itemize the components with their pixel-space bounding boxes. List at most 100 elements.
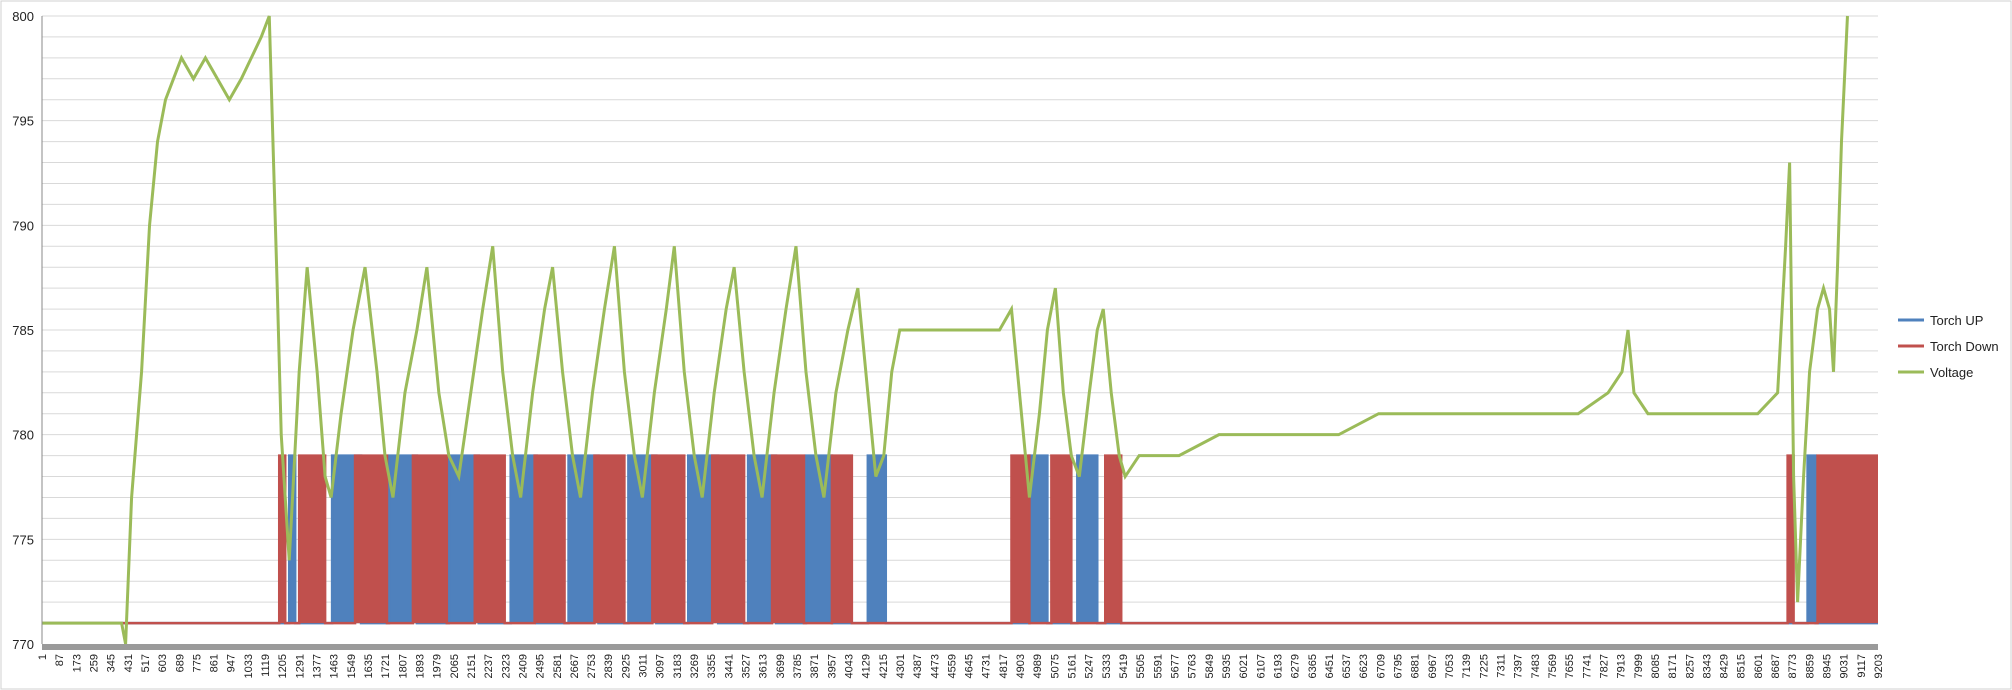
x-tick-label: 5935	[1221, 654, 1233, 678]
x-tick-label: 8945	[1822, 654, 1834, 678]
x-tick-label: 1721	[380, 654, 392, 678]
legend: Torch UP Torch Down Voltage	[1898, 313, 1999, 380]
x-tick-label: 4473	[929, 654, 941, 678]
x-tick-label: 2237	[483, 654, 495, 678]
x-tick-label: 2925	[620, 654, 632, 678]
x-tick-label: 5849	[1204, 654, 1216, 678]
x-tick-label: 7741	[1581, 654, 1593, 678]
x-tick-label: 3097	[655, 654, 667, 678]
x-tick-label: 8515	[1736, 654, 1748, 678]
y-tick-label: 790	[12, 218, 34, 233]
x-tick-label: 2495	[535, 654, 547, 678]
x-tick-label: 4731	[981, 654, 993, 678]
x-tick-label: 3699	[775, 654, 787, 678]
x-tick-label: 7913	[1616, 654, 1628, 678]
series-torch-down-line	[42, 454, 1878, 625]
x-tick-label: 1549	[346, 654, 358, 678]
y-tick-label: 785	[12, 323, 34, 338]
x-tick-label: 6967	[1427, 654, 1439, 678]
x-tick-label: 5333	[1101, 654, 1113, 678]
x-tick-label: 4989	[1032, 654, 1044, 678]
x-tick-label: 6107	[1255, 654, 1267, 678]
x-tick-label: 7655	[1564, 654, 1576, 678]
x-tick-label: 7053	[1444, 654, 1456, 678]
x-tick-label: 7569	[1547, 654, 1559, 678]
legend-label-torch-down: Torch Down	[1930, 339, 1999, 354]
x-tick-label: 8859	[1804, 654, 1816, 678]
x-tick-label: 431	[123, 654, 135, 672]
x-tick-label: 9117	[1856, 654, 1868, 678]
x-tick-label: 3183	[672, 654, 684, 678]
x-tick-label: 7139	[1461, 654, 1473, 678]
x-tick-label: 4215	[878, 654, 890, 678]
x-tick-label: 4043	[843, 654, 855, 678]
x-tick-label: 6451	[1324, 654, 1336, 678]
x-tick-label: 1291	[294, 654, 306, 678]
x-tick-label: 4301	[895, 654, 907, 678]
x-tick-label: 8257	[1684, 654, 1696, 678]
x-tick-label: 3871	[809, 654, 821, 678]
x-tick-label: 8687	[1770, 654, 1782, 678]
x-tick-label: 3011	[638, 654, 650, 678]
y-tick-label: 770	[12, 637, 34, 652]
x-tick-label: 7311	[1496, 654, 1508, 678]
x-tick-labels: 1 87 173 259 345 431 517 603 689 775 861 947 1033 111…	[37, 654, 1885, 678]
x-tick-label: 87	[54, 654, 66, 666]
x-tick-label: 4129	[861, 654, 873, 678]
x-tick-label: 3613	[758, 654, 770, 678]
x-tick-label: 1205	[277, 654, 289, 678]
x-tick-label: 7225	[1478, 654, 1490, 678]
axes	[41, 16, 1878, 650]
x-tick-label: 2667	[569, 654, 581, 678]
x-tick-label: 1377	[312, 654, 324, 678]
x-tick-label: 8343	[1701, 654, 1713, 678]
x-tick-label: 5247	[1084, 654, 1096, 678]
x-tick-label: 6365	[1307, 654, 1319, 678]
x-tick-label: 7999	[1633, 654, 1645, 678]
x-tick-label: 1807	[397, 654, 409, 678]
x-tick-label: 2323	[500, 654, 512, 678]
x-tick-label: 7827	[1598, 654, 1610, 678]
x-tick-label: 517	[140, 654, 152, 672]
x-tick-label: 345	[106, 654, 118, 672]
y-tick-label: 775	[12, 532, 34, 547]
x-tick-label: 3527	[741, 654, 753, 678]
x-tick-label: 861	[209, 654, 221, 672]
x-axis	[42, 644, 1878, 650]
series-voltage-line	[42, 15, 1849, 645]
x-tick-label: 6021	[1238, 654, 1250, 678]
x-tick-label: 2151	[466, 654, 478, 678]
x-tick-label: 9203	[1873, 654, 1885, 678]
x-tick-label: 1119	[260, 654, 272, 677]
y-tick-labels: 770 775 780 785 790 795 800	[12, 9, 34, 652]
x-tick-label: 1635	[363, 654, 375, 678]
x-tick-label: 6279	[1290, 654, 1302, 678]
series-layer	[42, 15, 1878, 645]
x-tick-label: 8601	[1753, 654, 1765, 678]
x-tick-label: 3269	[689, 654, 701, 678]
x-tick-label: 259	[88, 654, 100, 672]
x-tick-label: 5677	[1169, 654, 1181, 678]
legend-label-torch-up: Torch UP	[1930, 313, 1983, 328]
x-tick-label: 9031	[1839, 654, 1851, 678]
x-tick-label: 6881	[1410, 654, 1422, 678]
x-tick-label: 173	[71, 654, 83, 672]
x-tick-label: 8085	[1650, 654, 1662, 678]
x-tick-label: 4817	[998, 654, 1010, 678]
x-tick-label: 5161	[1067, 654, 1079, 678]
x-tick-label: 6795	[1393, 654, 1405, 678]
x-tick-label: 6709	[1375, 654, 1387, 678]
x-tick-label: 7483	[1530, 654, 1542, 678]
x-tick-label: 5419	[1118, 654, 1130, 678]
x-tick-label: 6193	[1272, 654, 1284, 678]
x-tick-label: 8773	[1787, 654, 1799, 678]
x-tick-label: 8171	[1667, 654, 1679, 678]
y-tick-label: 780	[12, 428, 34, 443]
x-tick-label: 5763	[1187, 654, 1199, 678]
x-tick-label: 1979	[432, 654, 444, 678]
x-tick-label: 6623	[1358, 654, 1370, 678]
x-tick-label: 603	[157, 654, 169, 672]
x-tick-label: 6537	[1341, 654, 1353, 678]
x-tick-label: 3355	[706, 654, 718, 678]
